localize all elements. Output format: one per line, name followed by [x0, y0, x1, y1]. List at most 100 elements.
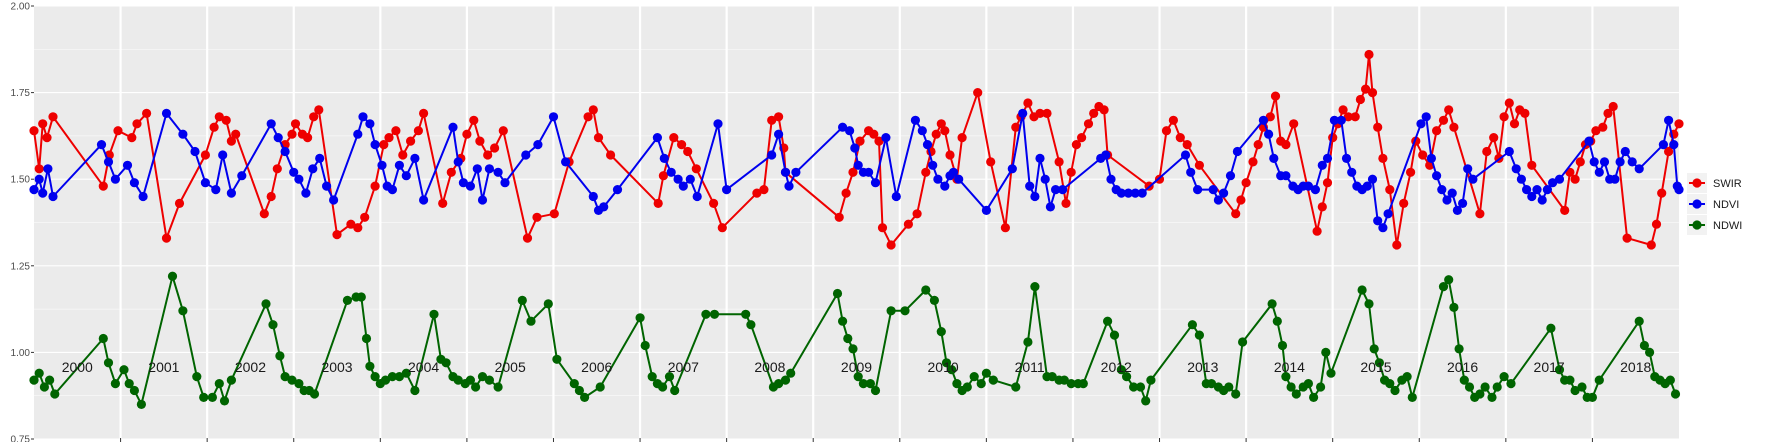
data-point [1385, 379, 1395, 389]
data-point [1449, 122, 1459, 132]
data-point [48, 191, 58, 202]
data-point [1527, 191, 1537, 202]
data-point [669, 133, 679, 143]
data-point [1343, 112, 1353, 122]
data-point [713, 119, 723, 129]
data-point [595, 382, 605, 392]
year-label: 2005 [495, 359, 526, 375]
data-point [1310, 185, 1320, 195]
data-point [29, 375, 39, 385]
y-tick-label: 1.00 [11, 348, 31, 359]
data-point [289, 167, 299, 177]
y-tick-label: 1.50 [11, 175, 31, 186]
data-point [1459, 375, 1469, 385]
data-point [1035, 108, 1045, 118]
data-point [691, 164, 701, 174]
data-point [1025, 181, 1035, 191]
data-point [1570, 385, 1580, 396]
data-point [780, 375, 791, 385]
data-point [1454, 344, 1464, 354]
data-point [834, 212, 844, 222]
data-point [1066, 167, 1076, 177]
data-point [1608, 101, 1618, 112]
data-point [692, 191, 702, 202]
data-point [1011, 382, 1021, 392]
series-swir [29, 49, 1684, 250]
data-point [1101, 150, 1111, 160]
data-point [221, 115, 231, 125]
data-point [606, 150, 616, 160]
series-ndwi [29, 271, 1681, 409]
data-point [612, 185, 623, 195]
data-point [365, 361, 375, 371]
data-point [1367, 88, 1378, 98]
data-point [891, 191, 901, 202]
data-point [161, 233, 172, 243]
data-point [869, 129, 879, 139]
data-point [214, 112, 224, 122]
data-point [1258, 115, 1268, 125]
data-point [1537, 195, 1547, 205]
data-point [1390, 385, 1400, 396]
data-point [167, 271, 178, 281]
data-point [548, 112, 559, 122]
data-point [1402, 372, 1412, 382]
data-point [1083, 119, 1094, 129]
data-point [900, 306, 910, 316]
data-point [1103, 316, 1113, 326]
data-point [1458, 198, 1468, 208]
data-point [1406, 167, 1416, 177]
data-point [962, 382, 972, 392]
data-point [1277, 340, 1288, 351]
data-point [1061, 198, 1071, 208]
year-label: 2009 [841, 359, 872, 375]
data-point [142, 108, 152, 118]
data-point [780, 167, 791, 177]
series-ndvi [29, 108, 1684, 233]
data-point [864, 167, 874, 177]
data-point [1168, 115, 1178, 125]
data-point [441, 358, 451, 368]
data-point [129, 385, 139, 396]
data-point [976, 379, 986, 389]
data-point [1570, 174, 1580, 184]
data-point [1137, 188, 1147, 198]
year-label: 2010 [928, 359, 959, 375]
data-point [29, 126, 39, 136]
data-point [261, 299, 271, 309]
data-point [1610, 174, 1620, 184]
data-point [1615, 157, 1625, 167]
data-point [1030, 191, 1040, 202]
legend-label: NDWI [1713, 220, 1742, 232]
data-point [370, 140, 380, 150]
data-point [1286, 382, 1296, 392]
data-point [1361, 84, 1371, 94]
data-point [1364, 299, 1374, 309]
data-point [948, 167, 959, 177]
data-point [853, 372, 863, 382]
data-point [387, 185, 397, 195]
data-point [659, 153, 669, 163]
data-point [533, 140, 543, 150]
data-point [1383, 209, 1393, 219]
data-point [569, 379, 579, 389]
data-point [532, 212, 542, 222]
data-point [1373, 216, 1383, 226]
data-point [1482, 146, 1492, 157]
data-point [1392, 240, 1402, 250]
legend-item: SWIR [1687, 173, 1742, 193]
data-point [1468, 174, 1478, 184]
data-point [237, 171, 247, 181]
data-point [1341, 153, 1352, 163]
data-point [709, 198, 719, 208]
data-point [280, 372, 290, 382]
data-point [387, 372, 397, 382]
data-point [1464, 382, 1475, 392]
data-point [767, 150, 777, 160]
data-point [1594, 167, 1604, 177]
data-point [1193, 185, 1203, 195]
data-point [214, 379, 224, 389]
data-point [471, 382, 481, 392]
data-point [294, 379, 304, 389]
data-point [1272, 316, 1282, 326]
